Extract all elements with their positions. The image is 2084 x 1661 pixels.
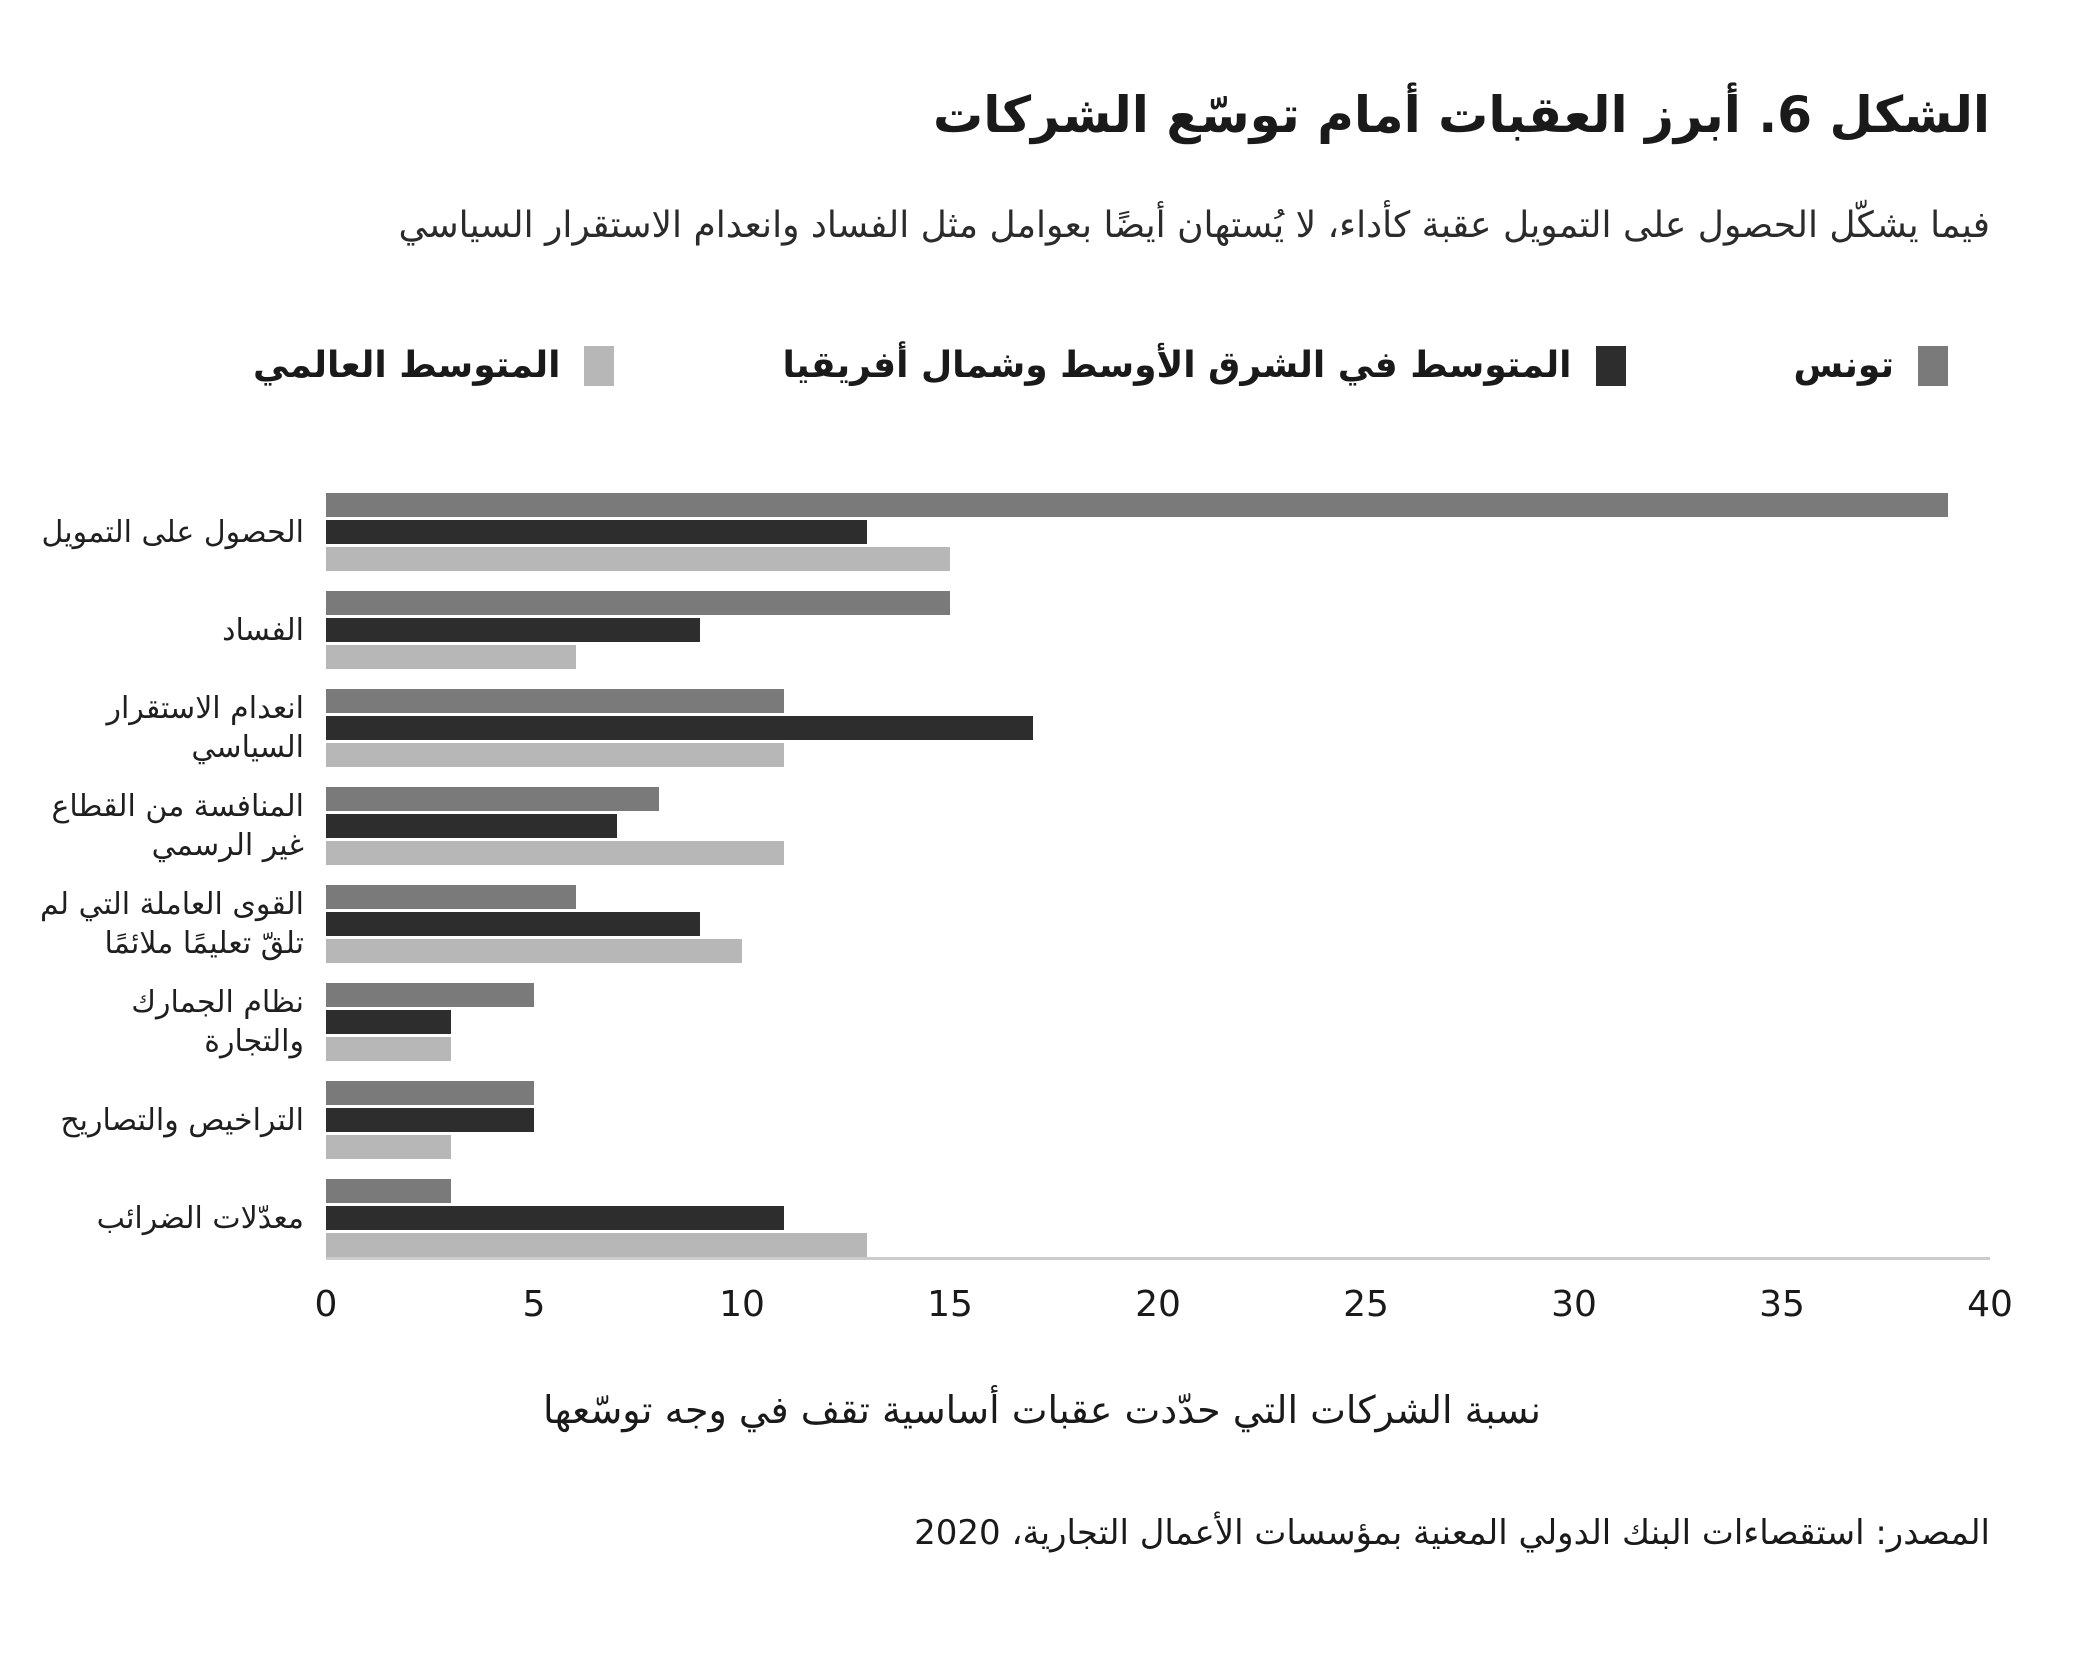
bar-world-average xyxy=(326,645,576,669)
category-label: انعدام الاستقرار السياسي xyxy=(106,691,304,765)
bar-tunisia xyxy=(326,787,659,811)
chart-row: القوى العاملة التي لم تلقّ تعليمًا ملائم… xyxy=(38,885,1990,963)
bar-tunisia xyxy=(326,493,1949,517)
chart-row: نظام الجمارك والتجارة xyxy=(38,983,1990,1061)
category-label: معدّلات الضرائب xyxy=(96,1200,304,1236)
x-tick-label: 10 xyxy=(719,1284,765,1325)
bar-world-average xyxy=(326,743,784,767)
bar-group xyxy=(326,885,1990,963)
legend-item-mena-average: المتوسط في الشرق الأوسط وشمال أفريقيا xyxy=(782,345,1626,386)
x-tick-label: 40 xyxy=(1967,1284,2013,1325)
x-tick-label: 35 xyxy=(1759,1284,1805,1325)
x-tick-label: 5 xyxy=(522,1284,546,1325)
bar-mena-average xyxy=(326,716,1034,740)
x-tick-label: 30 xyxy=(1551,1284,1597,1325)
bar-mena-average xyxy=(326,814,618,838)
chart-row: معدّلات الضرائب xyxy=(38,1179,1990,1257)
legend-swatch-tunisia xyxy=(1918,345,1948,386)
bar-group xyxy=(326,787,1990,865)
bar-group xyxy=(326,493,1990,571)
chart-row: الحصول على التمويل xyxy=(38,493,1990,571)
x-tick-label: 0 xyxy=(314,1284,338,1325)
figure-title: الشكل 6. أبرز العقبات أمام توسّع الشركات xyxy=(932,86,1990,144)
bar-group xyxy=(326,591,1990,669)
bar-chart: الحصول على التمويل الفساد انعدام الاستقرار… xyxy=(38,493,2013,1330)
legend-swatch-mena-average xyxy=(1595,345,1626,386)
bar-mena-average xyxy=(326,1010,451,1034)
legend-swatch-world-average xyxy=(584,345,615,386)
bar-tunisia xyxy=(326,1081,534,1105)
chart-row: المنافسة من القطاع غير الرسمي xyxy=(38,787,1990,865)
bar-tunisia xyxy=(326,1179,451,1203)
legend-item-world-average: المتوسط العالمي xyxy=(253,345,615,386)
bar-world-average xyxy=(326,1233,867,1257)
x-axis-label: نسبة الشركات التي حدّدت عقبات أساسية تقف… xyxy=(543,1388,1541,1432)
category-label: نظام الجمارك والتجارة xyxy=(131,985,304,1059)
category-label: القوى العاملة التي لم تلقّ تعليمًا ملائم… xyxy=(39,887,304,961)
bar-world-average xyxy=(326,939,742,963)
bar-group xyxy=(326,1081,1990,1159)
bar-tunisia xyxy=(326,591,950,615)
category-label: المنافسة من القطاع غير الرسمي xyxy=(51,789,304,863)
chart-row: الفساد xyxy=(38,591,1990,669)
bar-world-average xyxy=(326,841,784,865)
bar-mena-average xyxy=(326,1206,784,1230)
bar-world-average xyxy=(326,1037,451,1061)
bar-group xyxy=(326,1179,1990,1257)
chart-row: انعدام الاستقرار السياسي xyxy=(38,689,1990,767)
bar-tunisia xyxy=(326,885,576,909)
x-tick-label: 25 xyxy=(1343,1284,1389,1325)
x-tick-label: 15 xyxy=(927,1284,973,1325)
bar-world-average xyxy=(326,547,950,571)
bar-mena-average xyxy=(326,618,701,642)
legend-label-tunisia: تونس xyxy=(1793,345,1895,386)
category-label: الحصول على التمويل xyxy=(41,514,305,550)
category-label: الفساد xyxy=(222,612,304,648)
figure-subtitle: فيما يشكّل الحصول على التمويل عقبة كأداء… xyxy=(398,205,1991,246)
bar-tunisia xyxy=(326,689,784,713)
legend-label-world-average: المتوسط العالمي xyxy=(252,345,561,386)
category-label: التراخيص والتصاريح xyxy=(60,1102,304,1138)
legend-label-mena-average: المتوسط في الشرق الأوسط وشمال أفريقيا xyxy=(782,345,1572,386)
legend: تونس المتوسط في الشرق الأوسط وشمال أفريقي… xyxy=(94,345,1990,386)
bar-group xyxy=(326,983,1990,1061)
legend-item-tunisia: تونس xyxy=(1793,345,1948,386)
bar-mena-average xyxy=(326,1108,534,1132)
source-note: المصدر: استقصاءات البنك الدولي المعنية ب… xyxy=(914,1513,1990,1554)
chart-rows: الحصول على التمويل الفساد انعدام الاستقرار… xyxy=(38,493,1990,1257)
x-axis-line xyxy=(326,1257,1990,1260)
x-axis-ticks: 0 5 10 15 20 25 30 35 40 xyxy=(315,1284,2013,1330)
bar-tunisia xyxy=(326,983,534,1007)
chart-row: التراخيص والتصاريح xyxy=(38,1081,1990,1159)
bar-mena-average xyxy=(326,912,701,936)
bar-world-average xyxy=(326,1135,451,1159)
bar-group xyxy=(326,689,1990,767)
x-tick-label: 20 xyxy=(1135,1284,1181,1325)
bar-mena-average xyxy=(326,520,867,544)
